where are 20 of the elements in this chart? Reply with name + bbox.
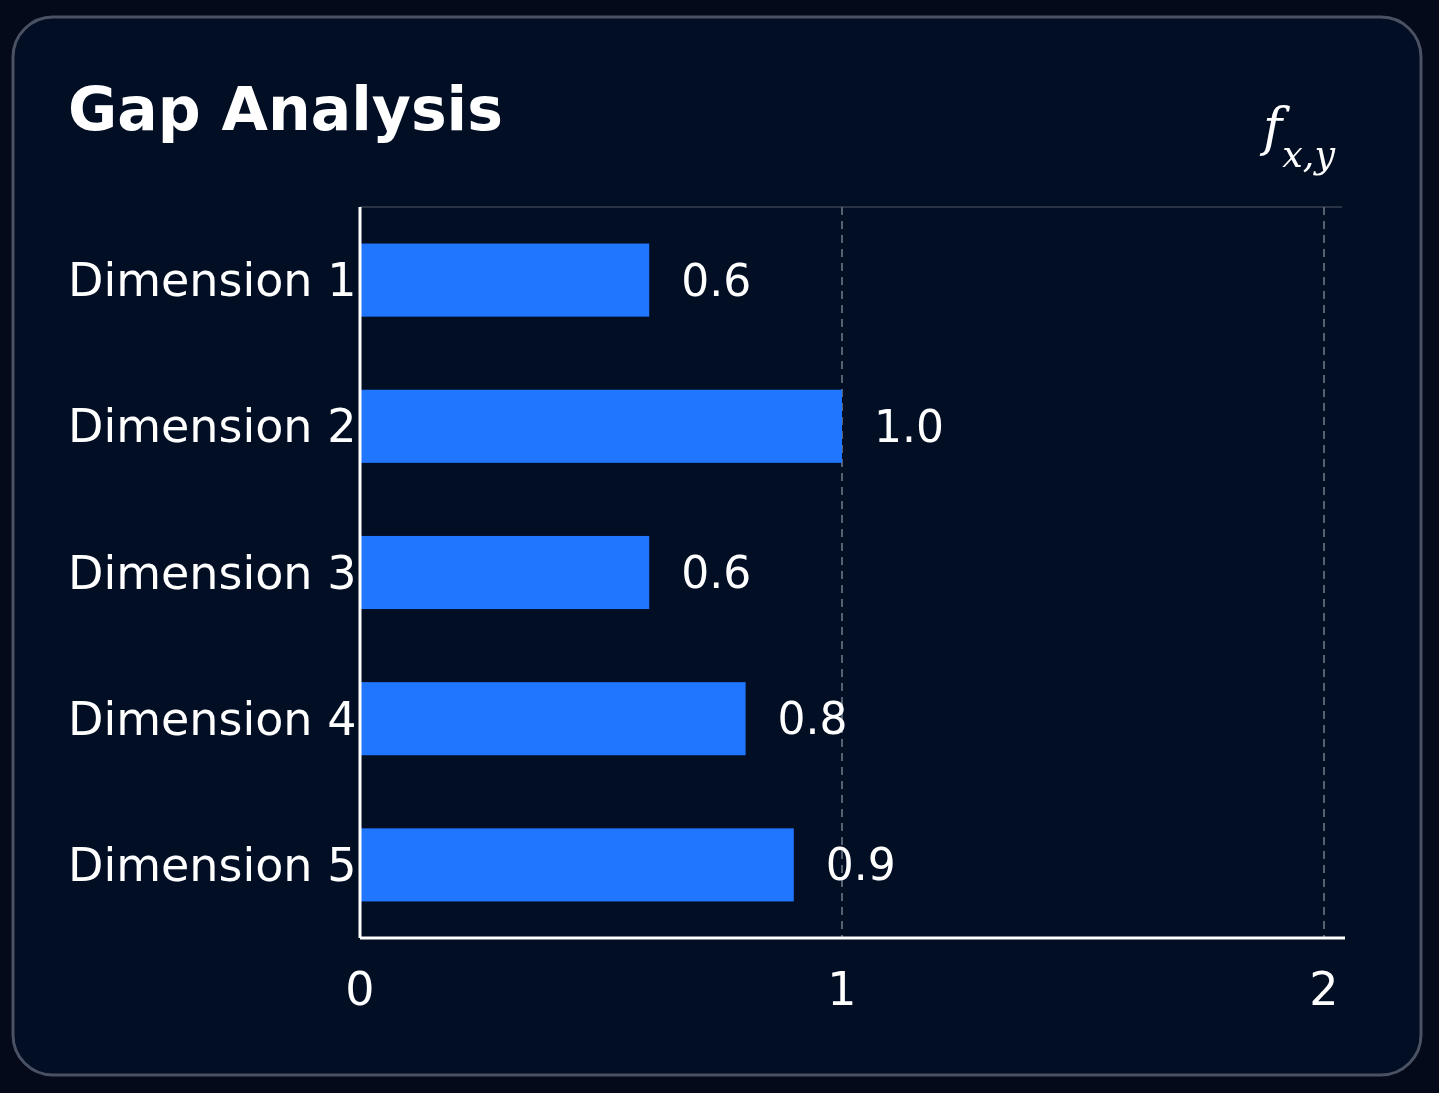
y-tick-label: Dimension 4 <box>68 691 357 746</box>
x-tick-label: 1 <box>827 962 857 1016</box>
data-label: 0.6 <box>681 546 752 598</box>
data-label: 0.9 <box>825 839 896 891</box>
data-label: 0.8 <box>777 693 848 745</box>
data-label: 0.6 <box>681 254 752 306</box>
bar <box>360 535 650 610</box>
x-tick-label: 2 <box>1309 962 1339 1016</box>
chart-title: Gap Analysis <box>68 74 503 144</box>
bar <box>360 828 794 902</box>
y-tick-label: Dimension 2 <box>68 399 357 454</box>
y-tick-label: Dimension 5 <box>68 838 357 892</box>
bar <box>360 243 650 317</box>
data-label: 1.0 <box>874 400 944 452</box>
text: f$_{x,y}$ <box>1259 97 1336 176</box>
y-tick-label: Dimension 3 <box>68 545 357 600</box>
x-tick-label: 0 <box>345 962 375 1016</box>
y-tick-label: Dimension 1 <box>68 253 357 308</box>
bar <box>360 682 746 756</box>
bar <box>360 389 842 463</box>
